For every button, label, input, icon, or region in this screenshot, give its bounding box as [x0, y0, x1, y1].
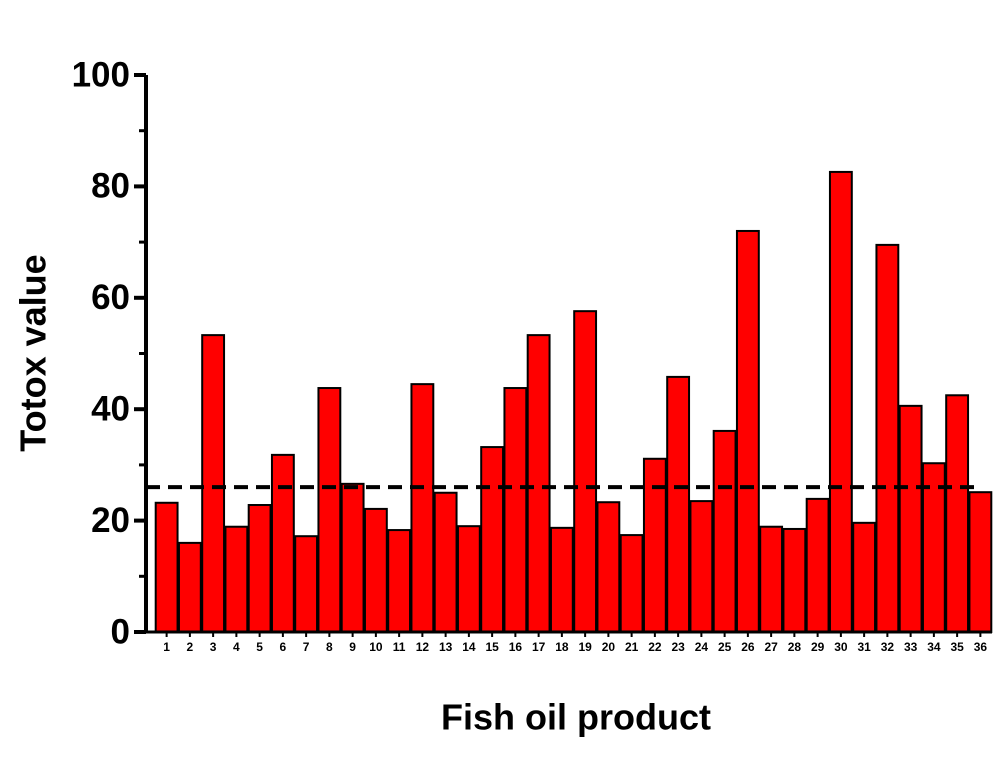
- bar: [480, 446, 505, 633]
- bar: [759, 525, 784, 633]
- x-tick-label: 5: [256, 640, 263, 654]
- bar: [805, 497, 830, 634]
- x-tick-label: 22: [648, 640, 662, 654]
- x-tick-label: 20: [602, 640, 616, 654]
- x-tick-label: 36: [974, 640, 988, 654]
- bar: [363, 507, 388, 634]
- x-axis-title: Fish oil product: [441, 697, 711, 738]
- y-tick-label: 0: [111, 612, 130, 651]
- x-tick-label: 26: [741, 640, 755, 654]
- bar: [782, 527, 807, 634]
- x-tick-label: 32: [881, 640, 895, 654]
- bar: [712, 429, 737, 633]
- bar: [247, 504, 272, 633]
- bar: [177, 541, 202, 634]
- x-tick-label: 23: [671, 640, 685, 654]
- bar: [549, 526, 574, 633]
- bar: [596, 501, 621, 633]
- bar: [387, 529, 412, 633]
- bar: [573, 310, 598, 633]
- x-tick-label: 8: [326, 640, 333, 654]
- x-tick-label: 35: [950, 640, 964, 654]
- bar: [294, 535, 319, 633]
- y-tick-label: 60: [91, 278, 130, 317]
- bar: [642, 457, 667, 634]
- x-tick-label: 25: [718, 640, 732, 654]
- y-tick-label: 40: [91, 389, 130, 428]
- bar: [456, 525, 481, 633]
- x-tick-label: 34: [927, 640, 941, 654]
- x-tick-label: 30: [834, 640, 848, 654]
- bar: [270, 453, 295, 633]
- x-tick-label: 31: [857, 640, 871, 654]
- bar: [689, 500, 714, 634]
- x-tick-label: 3: [210, 640, 217, 654]
- bar: [317, 387, 342, 633]
- x-tick-label: 27: [764, 640, 778, 654]
- x-tick-label: 4: [233, 640, 240, 654]
- x-tick-label: 2: [187, 640, 194, 654]
- x-tick-label: 15: [485, 640, 499, 654]
- x-tick-label: 7: [303, 640, 310, 654]
- bar: [619, 534, 644, 633]
- y-tick-label: 100: [72, 55, 130, 94]
- x-tick-label: 13: [439, 640, 453, 654]
- x-tick-label: 18: [555, 640, 569, 654]
- bar: [666, 375, 691, 634]
- bar: [945, 394, 970, 633]
- x-tick-label: 28: [788, 640, 802, 654]
- bar: [340, 482, 365, 634]
- x-tick-label: 16: [509, 640, 523, 654]
- bar: [201, 334, 226, 633]
- bar: [224, 525, 249, 633]
- bar: [898, 404, 923, 633]
- y-tick-label: 20: [91, 501, 130, 540]
- bar: [968, 491, 993, 633]
- bar: [526, 334, 551, 633]
- x-tick-label: 6: [280, 640, 287, 654]
- x-tick-label: 9: [349, 640, 356, 654]
- bar: [154, 501, 179, 633]
- x-tick-label: 10: [369, 640, 383, 654]
- x-tick-label: 21: [625, 640, 639, 654]
- x-tick-label: 17: [532, 640, 546, 654]
- bar: [410, 383, 435, 634]
- bar: [828, 170, 853, 633]
- x-tick-label: 11: [393, 640, 406, 654]
- bar: [852, 521, 877, 633]
- y-tick-label: 80: [91, 167, 130, 206]
- x-tick-label: 29: [811, 640, 825, 654]
- bar: [503, 387, 528, 633]
- x-tick-label: 24: [695, 640, 709, 654]
- x-tick-label: 19: [578, 640, 592, 654]
- x-tick-label: 33: [904, 640, 918, 654]
- x-tick-label: 12: [416, 640, 430, 654]
- bar: [875, 243, 900, 633]
- bar: [433, 491, 458, 633]
- bar: [735, 229, 760, 634]
- x-tick-label: 14: [462, 640, 476, 654]
- y-axis-title: Totox value: [13, 254, 54, 451]
- x-tick-label: 1: [163, 640, 170, 654]
